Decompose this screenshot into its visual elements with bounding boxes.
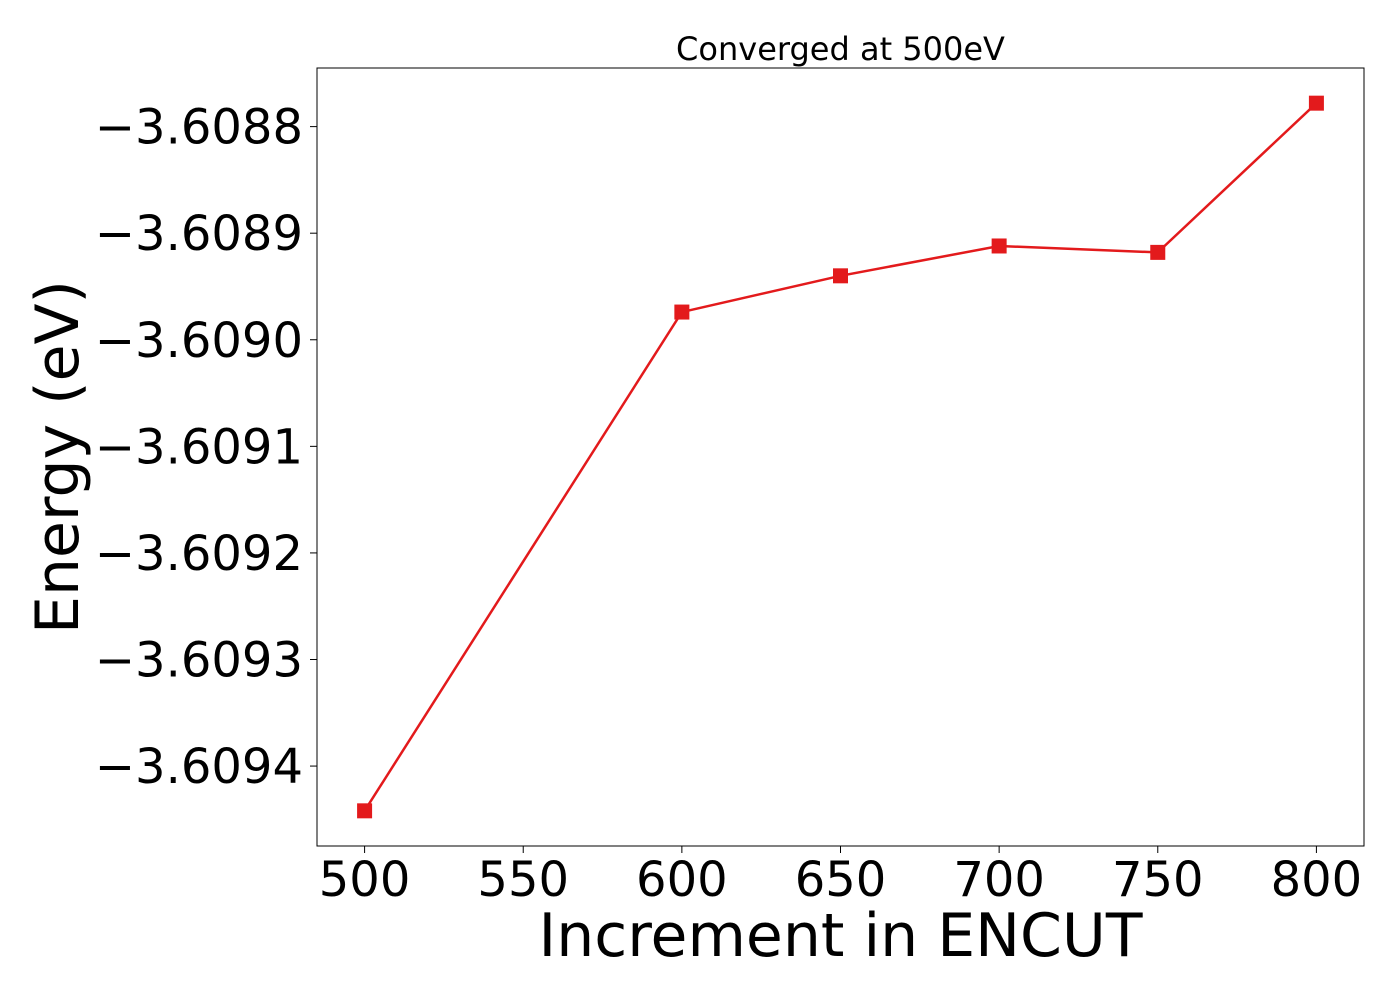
x-tick-label: 600	[636, 852, 728, 908]
x-axis-label: Increment in ENCUT	[539, 901, 1143, 971]
y-tick-label: −3.6092	[95, 526, 303, 582]
y-tick-label: −3.6088	[95, 100, 303, 156]
chart-title: Converged at 500eV	[676, 30, 1005, 68]
x-tick-label: 500	[319, 852, 411, 908]
y-tick-label: −3.6094	[95, 739, 303, 795]
data-point-marker	[1308, 95, 1324, 111]
x-tick-label: 800	[1271, 852, 1363, 908]
y-tick-label: −3.6091	[95, 419, 303, 475]
axis-ticks: 500 550 600 650 700 750 800 −3.6094 −3.6093 −3.60…	[95, 100, 1362, 908]
data-point-marker	[833, 268, 848, 284]
x-tick-label: 700	[953, 852, 1045, 908]
y-tick-label: −3.6089	[95, 206, 303, 262]
plot-series	[357, 95, 1324, 819]
data-point-marker	[1150, 244, 1166, 260]
x-tick-label: 550	[477, 852, 569, 908]
data-point-marker	[674, 304, 690, 320]
series-line	[363, 102, 1318, 812]
data-point-marker	[357, 803, 373, 819]
y-tick-label: −3.6090	[95, 313, 303, 369]
x-tick-label: 750	[1112, 852, 1204, 908]
y-axis-label: Energy (eV)	[23, 280, 93, 634]
y-tick-label: −3.6093	[95, 632, 303, 688]
data-point-marker	[991, 238, 1007, 254]
x-tick-label: 650	[795, 852, 887, 908]
plot-frame	[316, 67, 1365, 847]
